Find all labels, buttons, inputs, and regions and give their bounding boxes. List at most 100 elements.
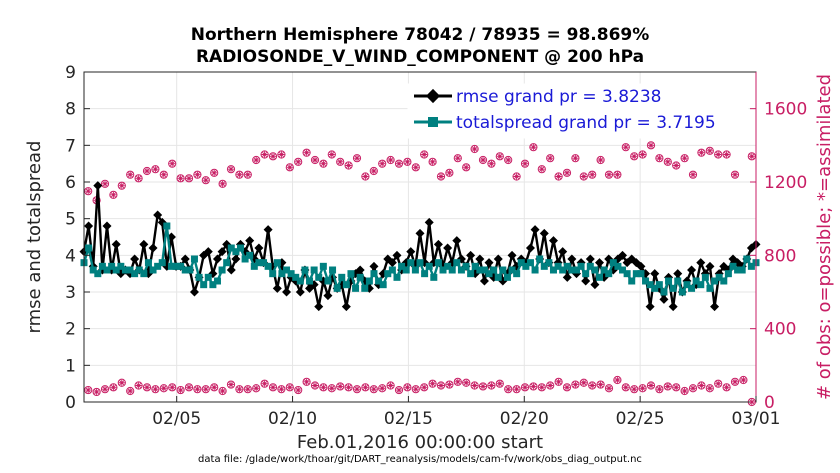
spread-point bbox=[154, 262, 162, 270]
obs-point-lower-circle bbox=[193, 385, 202, 394]
obs-point-upper-star bbox=[564, 169, 570, 176]
obs-point-upper-circle bbox=[235, 170, 244, 179]
obs-point-lower bbox=[504, 385, 513, 394]
obs-point-lower-circle bbox=[210, 383, 219, 392]
obs-point-upper-circle bbox=[680, 154, 689, 163]
obs-point-lower bbox=[554, 377, 563, 386]
obs-point-upper bbox=[487, 159, 496, 168]
obs-point-lower-circle bbox=[142, 383, 152, 392]
obs-point-upper-circle bbox=[243, 170, 252, 179]
obs-point-lower-star bbox=[387, 382, 394, 389]
obs-point-upper bbox=[462, 163, 471, 172]
obs-point-lower-circle bbox=[420, 383, 429, 392]
rmse-point bbox=[139, 239, 149, 249]
obs-point-lower bbox=[562, 383, 572, 392]
obs-point-lower bbox=[663, 382, 672, 391]
obs-point-upper-circle bbox=[470, 144, 479, 154]
obs-point-lower-star bbox=[152, 386, 159, 393]
spread-point bbox=[232, 248, 240, 256]
obs-point-lower-circle bbox=[688, 384, 698, 393]
obs-point-upper-circle bbox=[445, 168, 454, 177]
obs-point-upper bbox=[394, 159, 404, 168]
obs-point-upper-circle bbox=[588, 170, 597, 179]
obs-point-upper-star bbox=[370, 168, 377, 174]
obs-point-upper-star bbox=[715, 151, 722, 158]
spread-point bbox=[503, 273, 511, 281]
rmse-point bbox=[466, 250, 476, 260]
obs-point-lower-star bbox=[211, 384, 218, 391]
obs-point-upper-circle bbox=[520, 159, 530, 168]
obs-point-upper bbox=[159, 170, 168, 179]
spread-point bbox=[342, 281, 350, 289]
spread-point bbox=[213, 277, 221, 285]
obs-point-upper-circle bbox=[403, 157, 412, 166]
rmse-point bbox=[567, 254, 577, 264]
spread-point bbox=[370, 270, 378, 278]
obs-point-lower-circle bbox=[184, 383, 194, 392]
obs-point-upper-star bbox=[228, 166, 234, 173]
obs-point-upper bbox=[470, 144, 479, 154]
spread-point bbox=[260, 259, 268, 267]
obs-point-lower-star bbox=[244, 386, 251, 393]
spread-point bbox=[545, 259, 553, 267]
obs-point-upper-circle bbox=[646, 141, 656, 150]
obs-point-upper bbox=[302, 148, 311, 157]
spread-point bbox=[646, 281, 654, 289]
rmse-point bbox=[433, 239, 443, 249]
obs-point-lower-star bbox=[186, 384, 192, 391]
obs-point-lower-star bbox=[564, 384, 570, 391]
obs-point-lower bbox=[646, 381, 656, 390]
obs-point-lower bbox=[151, 385, 160, 394]
obs-point-upper bbox=[285, 163, 294, 172]
spread-point bbox=[623, 270, 631, 278]
spread-point bbox=[577, 262, 585, 270]
obs-point-upper-star bbox=[396, 160, 402, 167]
spread-point bbox=[195, 273, 203, 281]
spread-point bbox=[361, 284, 369, 292]
obs-point-lower-star bbox=[530, 383, 537, 390]
obs-point-upper-circle bbox=[546, 154, 555, 163]
left-tick-label: 6 bbox=[65, 173, 76, 193]
obs-point-upper-circle bbox=[495, 152, 504, 161]
spread-point bbox=[637, 270, 645, 278]
obs-point-upper bbox=[168, 159, 177, 168]
obs-point-lower bbox=[386, 381, 395, 390]
obs-point-upper-star bbox=[345, 162, 352, 169]
obs-point-lower-star bbox=[656, 386, 663, 393]
obs-point-lower bbox=[537, 383, 546, 392]
obs-point-lower bbox=[378, 384, 387, 393]
rmse-point bbox=[189, 287, 199, 297]
obs-point-lower-circle bbox=[445, 380, 454, 389]
obs-point-upper bbox=[747, 152, 756, 161]
obs-point-lower-circle bbox=[462, 378, 471, 387]
obs-point-lower bbox=[243, 385, 252, 394]
spread-point bbox=[103, 266, 111, 274]
obs-point-lower bbox=[529, 382, 538, 391]
legend-box bbox=[407, 83, 749, 139]
rmse-point bbox=[424, 217, 434, 227]
obs-point-upper-star bbox=[681, 155, 688, 162]
obs-point-lower-circle bbox=[529, 382, 538, 391]
obs-point-lower bbox=[235, 385, 244, 394]
obs-point-lower-circle bbox=[562, 383, 572, 392]
obs-point-upper bbox=[445, 168, 454, 177]
obs-point-lower-circle bbox=[319, 383, 328, 392]
obs-point-lower-star bbox=[488, 382, 495, 389]
obs-point-upper-star bbox=[286, 164, 293, 171]
obs-point-lower bbox=[336, 382, 345, 391]
spread-point bbox=[480, 266, 488, 274]
obs-point-upper-circle bbox=[529, 143, 538, 152]
obs-point-upper-circle bbox=[562, 168, 572, 177]
rmse-point bbox=[272, 283, 282, 293]
spread-point bbox=[628, 277, 636, 285]
obs-point-lower-star bbox=[698, 382, 705, 389]
obs-point-lower-circle bbox=[168, 383, 177, 392]
obs-point-upper-circle bbox=[126, 170, 135, 179]
spread-point bbox=[715, 273, 723, 281]
obs-point-upper bbox=[134, 174, 143, 183]
rmse-point bbox=[507, 250, 517, 260]
rmse-point bbox=[102, 221, 112, 231]
obs-point-lower-circle bbox=[579, 378, 588, 387]
obs-point-lower bbox=[470, 381, 479, 390]
spread-point bbox=[471, 262, 479, 270]
